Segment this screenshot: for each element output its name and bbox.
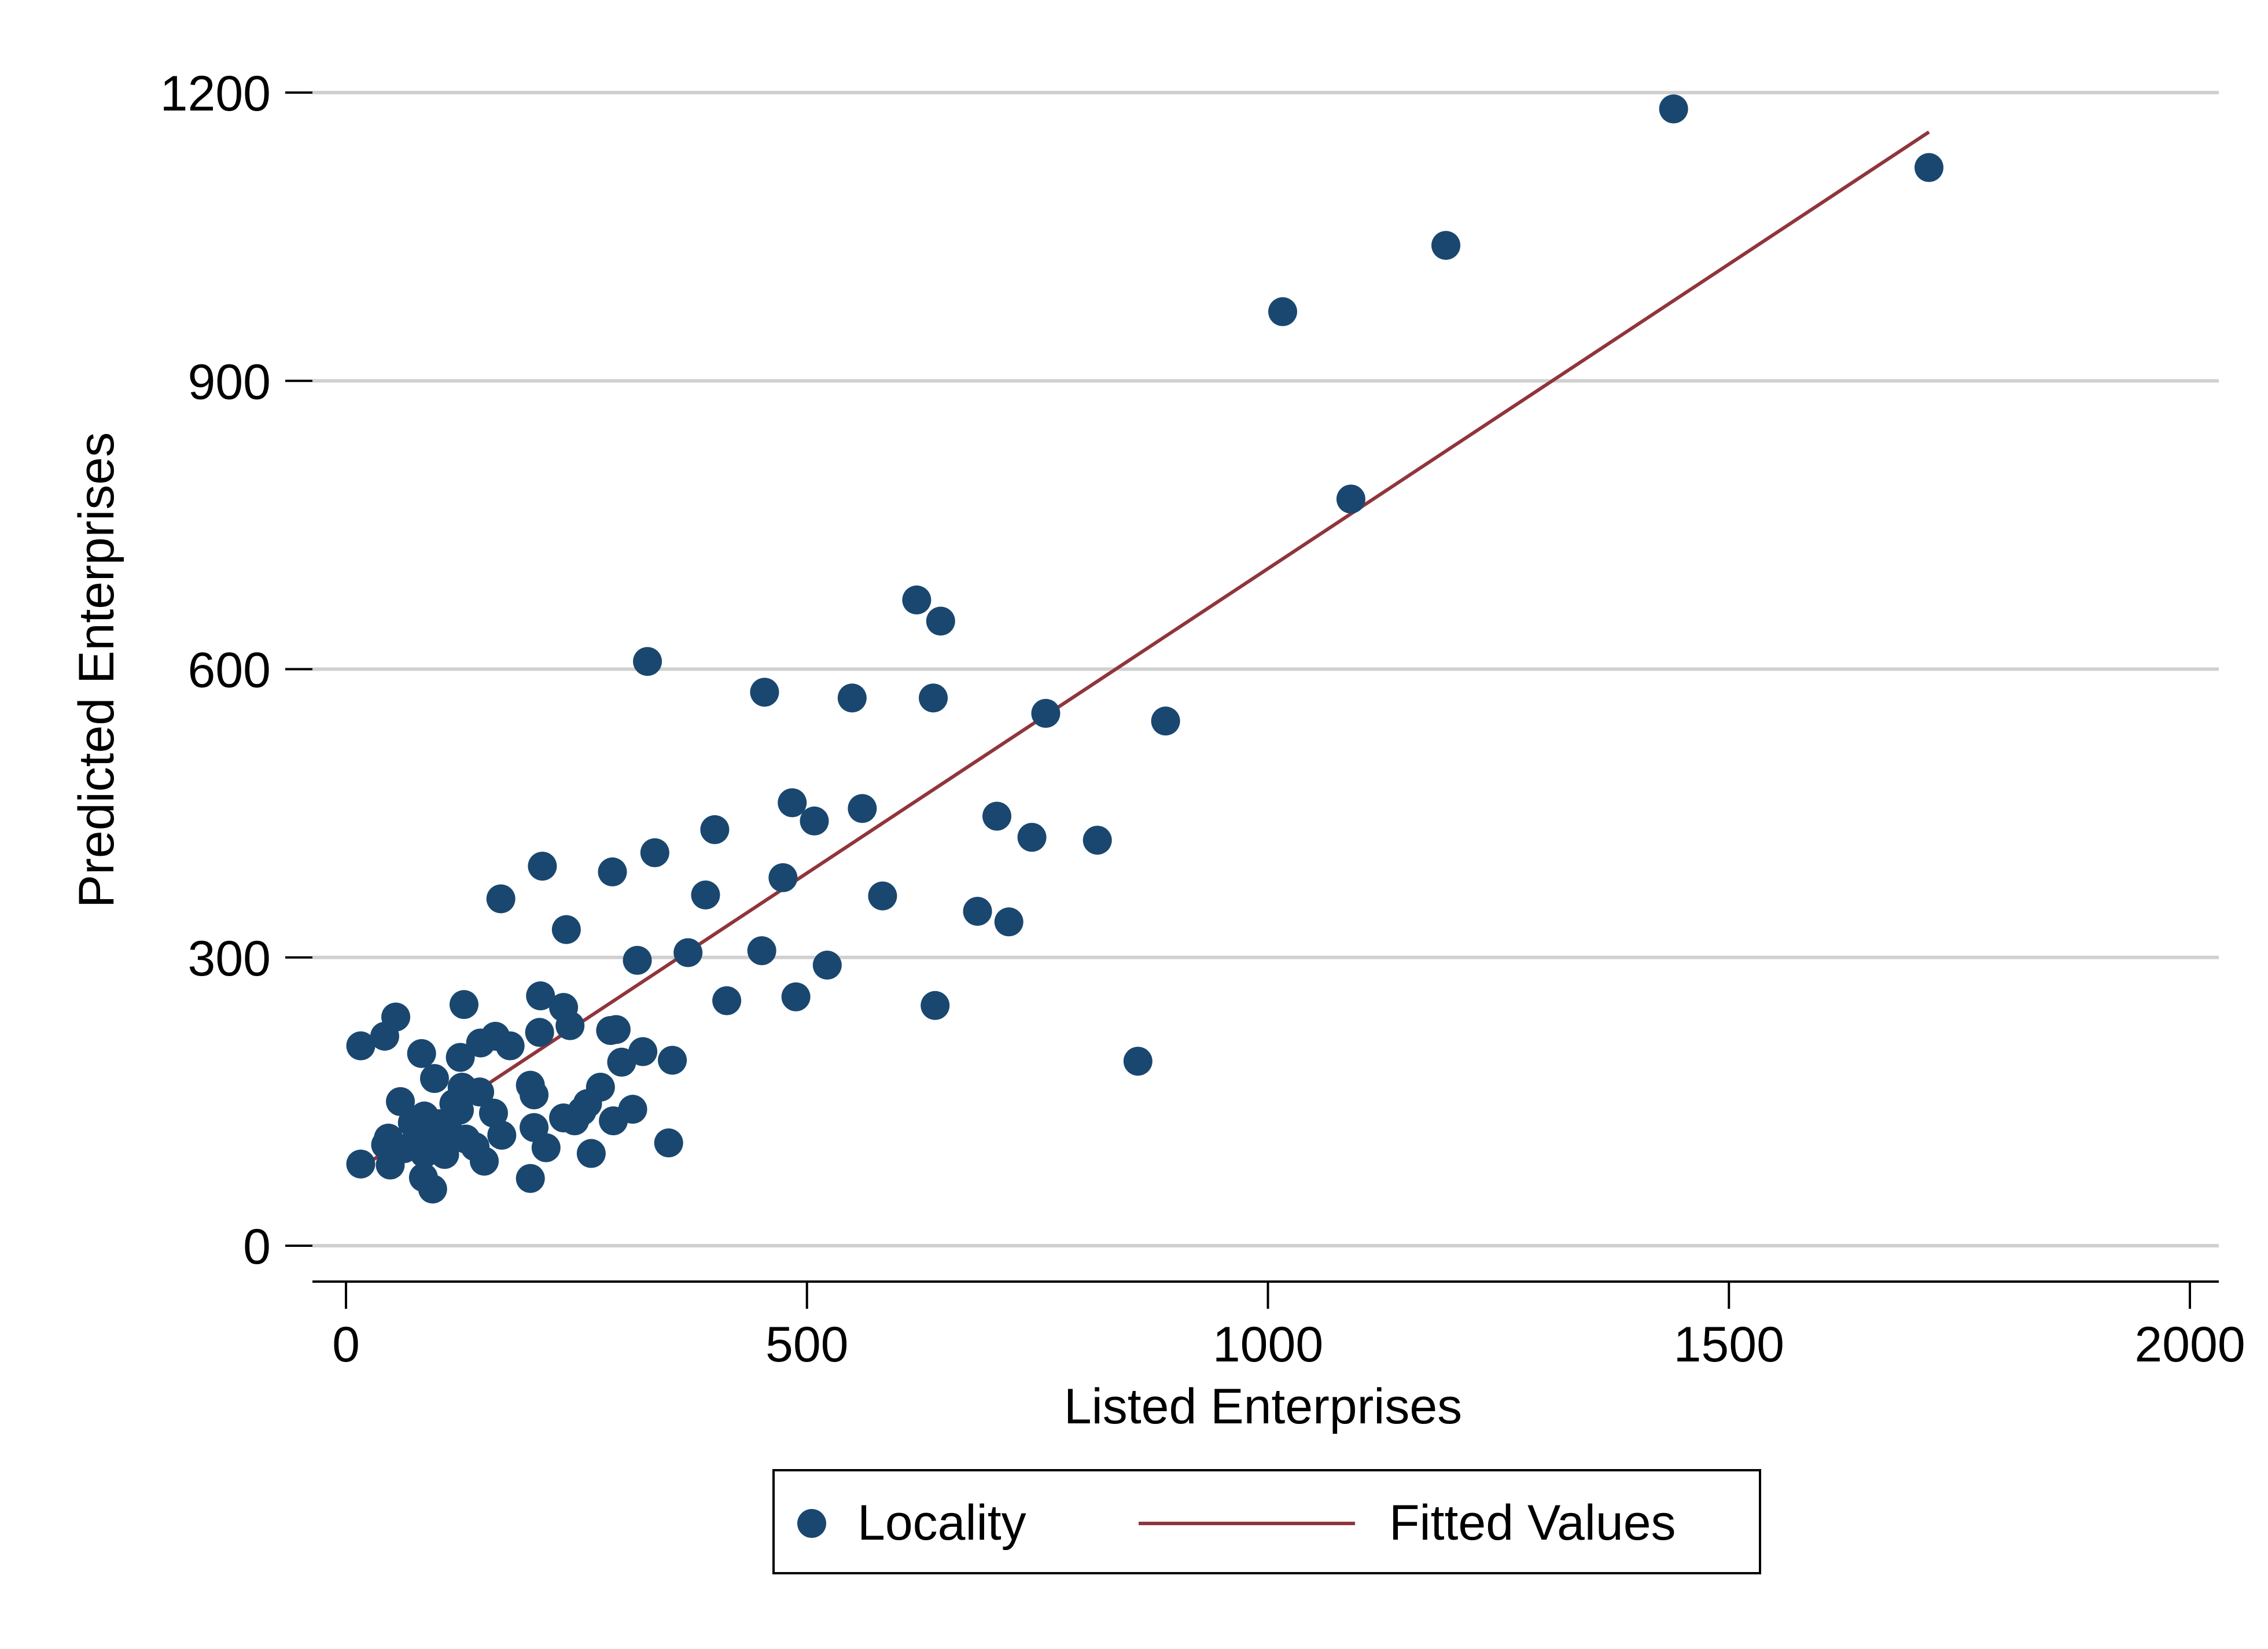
locality-point-95 xyxy=(419,1130,449,1160)
locality-point-11 xyxy=(1031,698,1061,728)
locality-point-22 xyxy=(528,851,557,881)
locality-points-layer xyxy=(346,94,1944,1204)
locality-point-21 xyxy=(598,857,627,886)
locality-point-85 xyxy=(375,1150,405,1180)
locality-point-51 xyxy=(601,1015,631,1044)
x-tick-label-0: 0 xyxy=(332,1317,360,1372)
locality-point-91 xyxy=(439,1089,469,1118)
locality-point-70 xyxy=(618,1095,647,1124)
y-tick-label-900: 900 xyxy=(188,354,271,410)
locality-point-47 xyxy=(495,1031,525,1061)
locality-point-8 xyxy=(750,678,779,707)
locality-point-84 xyxy=(346,1149,375,1179)
fitted-values-layer xyxy=(359,130,1930,1169)
y-axis-ticks: 0 300 600 900 1200 xyxy=(160,66,312,1275)
locality-point-18 xyxy=(1017,823,1047,852)
locality-point-34 xyxy=(781,982,811,1011)
locality-point-83 xyxy=(470,1146,499,1176)
fitted-values-line xyxy=(359,130,1930,1169)
x-axis-ticks: 0 500 1000 1500 2000 xyxy=(332,1282,2245,1372)
locality-point-20 xyxy=(640,838,669,867)
locality-point-88 xyxy=(516,1164,545,1193)
legend-locality-marker xyxy=(797,1509,826,1538)
locality-point-15 xyxy=(848,794,877,823)
x-tick-label-1000: 1000 xyxy=(1213,1317,1323,1372)
locality-point-41 xyxy=(370,1021,399,1051)
locality-point-9 xyxy=(837,683,867,713)
locality-point-93 xyxy=(567,1096,597,1126)
locality-point-73 xyxy=(487,1121,517,1150)
locality-point-55 xyxy=(419,1064,449,1094)
y-axis-label: Predicted Enterprises xyxy=(69,432,124,908)
locality-point-82 xyxy=(576,1139,606,1168)
locality-point-6 xyxy=(926,606,955,636)
locality-point-19 xyxy=(1083,826,1112,855)
y-tick-label-0: 0 xyxy=(243,1219,271,1275)
locality-point-24 xyxy=(691,880,720,910)
locality-point-53 xyxy=(658,1046,687,1075)
locality-point-43 xyxy=(407,1039,436,1068)
x-tick-label-1500: 1500 xyxy=(1674,1317,1784,1372)
locality-point-10 xyxy=(919,683,948,713)
locality-point-2 xyxy=(1431,231,1461,260)
locality-point-89 xyxy=(654,1128,683,1158)
locality-point-23 xyxy=(768,863,798,892)
locality-point-7 xyxy=(633,647,662,676)
legend: Locality Fitted Values xyxy=(772,1469,1761,1574)
locality-point-14 xyxy=(800,806,829,835)
locality-point-38 xyxy=(449,990,478,1019)
locality-point-12 xyxy=(1151,706,1180,736)
locality-point-59 xyxy=(520,1080,549,1110)
locality-point-3 xyxy=(1268,297,1297,326)
locality-point-25 xyxy=(486,884,516,914)
locality-point-27 xyxy=(963,897,992,926)
legend-fitted-values-label: Fitted Values xyxy=(1389,1495,1676,1551)
locality-point-0 xyxy=(1659,94,1688,124)
locality-point-29 xyxy=(551,915,581,944)
locality-point-44 xyxy=(446,1043,475,1072)
x-tick-label-2000: 2000 xyxy=(2134,1317,2245,1372)
locality-point-49 xyxy=(555,1011,585,1040)
locality-point-36 xyxy=(921,991,950,1020)
grid-lines xyxy=(312,91,2219,1247)
locality-point-87 xyxy=(418,1175,447,1204)
locality-point-4 xyxy=(1336,484,1365,514)
legend-locality-label: Locality xyxy=(857,1495,1026,1551)
locality-point-67 xyxy=(478,1098,508,1128)
locality-point-54 xyxy=(1123,1047,1153,1076)
locality-point-31 xyxy=(623,945,652,975)
locality-point-60 xyxy=(607,1047,636,1077)
locality-point-13 xyxy=(778,788,807,818)
locality-point-37 xyxy=(526,981,555,1011)
locality-point-57 xyxy=(465,1077,495,1107)
y-tick-label-300: 300 xyxy=(188,931,271,987)
locality-point-5 xyxy=(902,585,932,614)
x-tick-label-500: 500 xyxy=(765,1317,849,1372)
locality-point-30 xyxy=(673,938,703,967)
locality-point-35 xyxy=(712,986,742,1015)
locality-point-26 xyxy=(868,881,897,911)
y-tick-label-600: 600 xyxy=(188,643,271,698)
locality-point-28 xyxy=(994,907,1023,937)
locality-point-42 xyxy=(346,1031,375,1061)
x-axis-label: Listed Enterprises xyxy=(1064,1379,1462,1434)
locality-point-48 xyxy=(525,1018,554,1047)
locality-point-17 xyxy=(982,801,1012,831)
y-tick-label-1200: 1200 xyxy=(160,66,271,122)
locality-point-16 xyxy=(700,815,730,844)
locality-point-33 xyxy=(812,951,842,980)
locality-point-63 xyxy=(386,1087,415,1116)
locality-point-81 xyxy=(531,1133,561,1162)
locality-point-32 xyxy=(747,936,776,966)
locality-point-1 xyxy=(1914,153,1944,182)
